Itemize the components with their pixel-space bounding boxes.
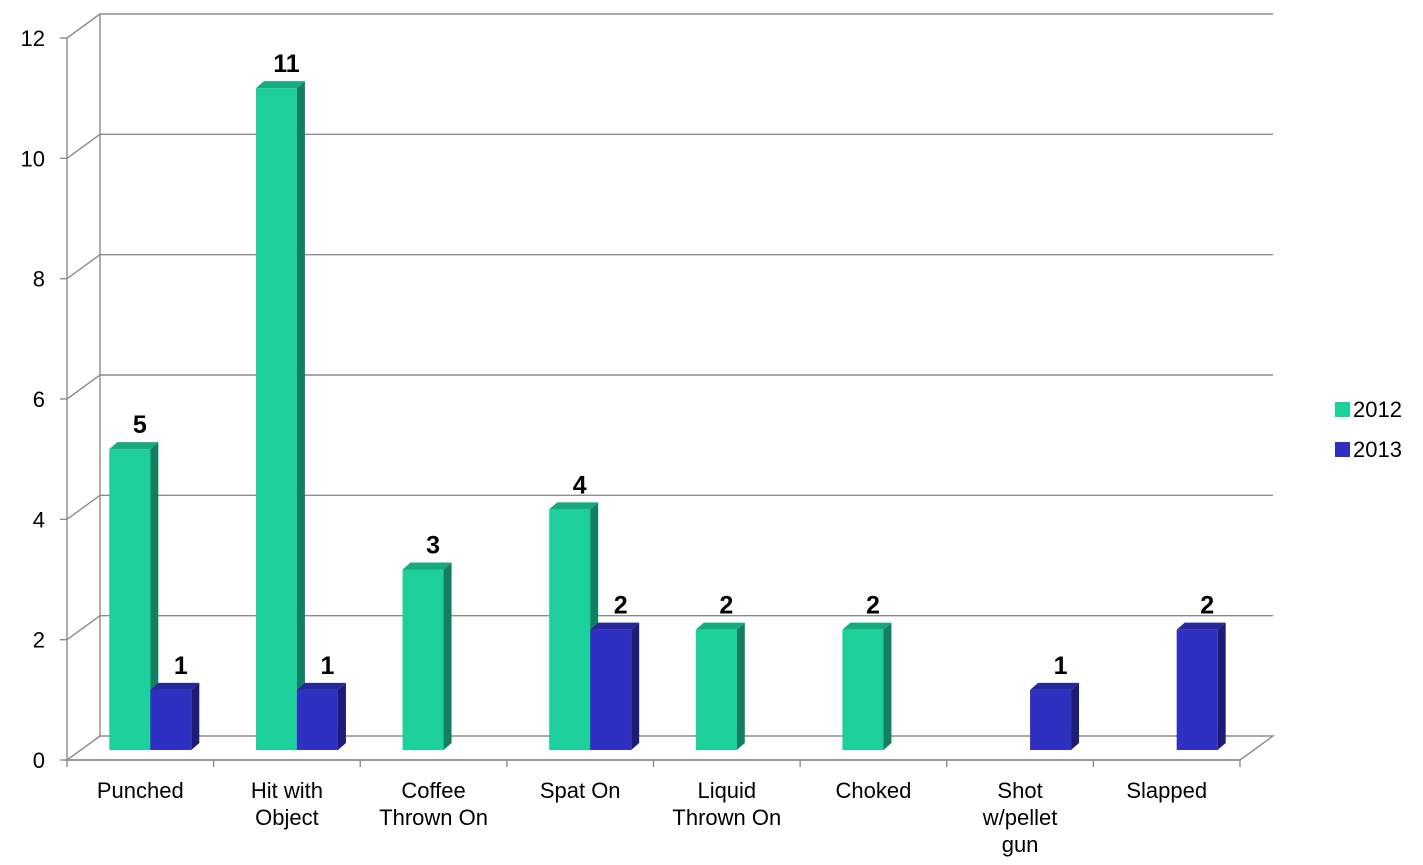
data-label: 2 xyxy=(1200,592,1214,620)
data-label: 3 xyxy=(426,532,440,560)
legend-label: 2013 xyxy=(1353,437,1402,462)
gridline xyxy=(66,133,1273,159)
bar-top xyxy=(296,682,346,690)
bar-front xyxy=(109,449,151,750)
x-category-label: Liquid Thrown On xyxy=(672,778,781,830)
grid-layer xyxy=(64,13,1276,761)
legend-swatch xyxy=(1335,402,1350,417)
bar-top xyxy=(590,622,640,630)
y-tick-label: 6 xyxy=(33,387,45,412)
bar-front xyxy=(590,629,632,750)
bar-top xyxy=(255,81,305,89)
legend-label: 2012 xyxy=(1353,397,1402,422)
data-label: 2 xyxy=(719,592,733,620)
bar xyxy=(150,682,200,750)
bar xyxy=(402,562,452,750)
x-category-label: Spat On xyxy=(540,778,621,803)
data-label: 11 xyxy=(273,50,300,78)
y-tick-label: 12 xyxy=(21,26,45,51)
x-category-label: Shot w/pellet gun xyxy=(982,778,1058,857)
y-tick-label: 10 xyxy=(21,146,45,171)
bar-top xyxy=(842,622,892,630)
bar-front xyxy=(150,689,192,750)
bar xyxy=(1176,622,1226,750)
bar-top xyxy=(695,622,745,630)
bar-front xyxy=(255,88,297,750)
data-label: 4 xyxy=(573,471,587,499)
data-label: 2 xyxy=(866,592,880,620)
bar-top xyxy=(109,442,159,450)
bar-side xyxy=(191,682,200,750)
bar xyxy=(695,622,745,750)
bar xyxy=(1030,682,1080,750)
data-label: 1 xyxy=(320,652,334,680)
bar xyxy=(590,622,640,750)
bar-front xyxy=(296,689,338,750)
bar-top xyxy=(1030,682,1080,690)
bar-side xyxy=(296,81,305,750)
bar-side xyxy=(443,562,452,750)
bar-top xyxy=(1176,622,1226,630)
legend: 2012 2013 xyxy=(1335,397,1402,462)
bar-front xyxy=(549,509,591,750)
bar xyxy=(296,682,346,750)
data-label: 5 xyxy=(133,411,147,439)
legend-swatch xyxy=(1335,442,1350,457)
y-tick-label: 8 xyxy=(33,267,45,292)
x-category-label: Punched xyxy=(97,778,184,803)
bar-top xyxy=(402,562,452,570)
gridline xyxy=(66,253,1273,280)
data-label: 1 xyxy=(174,652,188,680)
bar-front xyxy=(1030,689,1072,750)
data-label: 1 xyxy=(1054,652,1068,680)
x-category-label: Slapped xyxy=(1126,778,1207,803)
bar xyxy=(109,442,159,750)
bar-layer xyxy=(109,81,1226,750)
bar-front xyxy=(695,629,737,750)
gridline xyxy=(66,494,1273,520)
chart-floor xyxy=(64,735,1276,761)
gridline xyxy=(66,374,1273,400)
y-tick-label: 4 xyxy=(33,507,45,532)
gridline xyxy=(66,13,1273,39)
bar xyxy=(255,81,305,750)
bar-front xyxy=(1176,629,1218,750)
y-tick-label: 0 xyxy=(33,748,45,773)
x-category-label: Hit with Object xyxy=(251,778,323,830)
data-label: 2 xyxy=(614,592,628,620)
bar-side xyxy=(883,622,892,750)
x-category-label: Coffee Thrown On xyxy=(379,778,488,830)
gridline xyxy=(66,614,1273,641)
bar-front xyxy=(842,629,884,750)
bar-top xyxy=(150,682,200,690)
bar-side xyxy=(1217,622,1226,750)
bar-side xyxy=(1071,682,1080,750)
y-tick-label: 2 xyxy=(33,628,45,653)
bar-top xyxy=(549,502,599,510)
bar-side xyxy=(337,682,346,750)
x-category-label: Choked xyxy=(836,778,912,803)
bar-side xyxy=(150,442,159,750)
bar xyxy=(842,622,892,750)
bar-front xyxy=(402,569,444,750)
bar-side xyxy=(736,622,745,750)
bar-side xyxy=(631,622,640,750)
